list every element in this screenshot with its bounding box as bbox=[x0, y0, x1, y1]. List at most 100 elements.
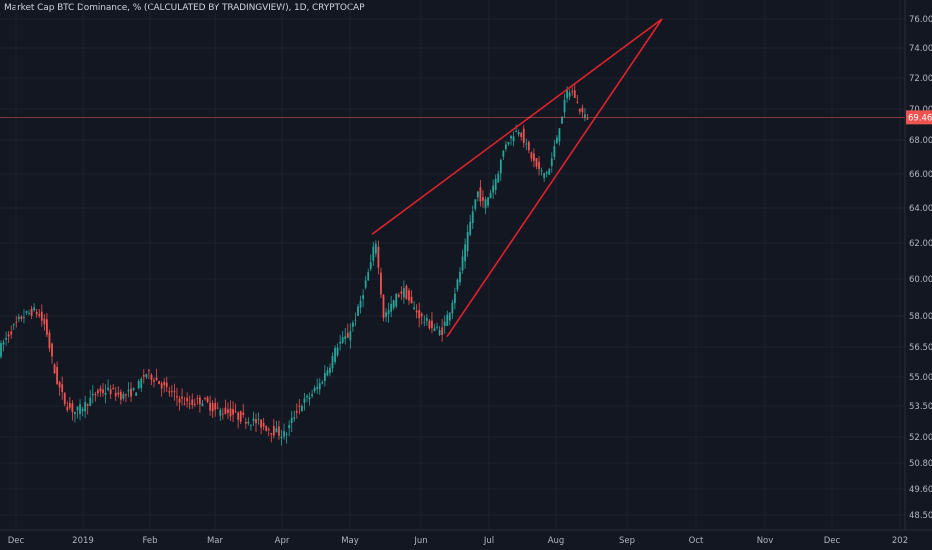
candle-body bbox=[492, 185, 495, 193]
candle-body bbox=[25, 311, 28, 313]
candle-body bbox=[178, 398, 181, 403]
candle-body bbox=[380, 272, 382, 295]
candle-body bbox=[301, 405, 303, 412]
x-tick-label: Apr bbox=[275, 536, 290, 546]
candle-body bbox=[489, 192, 492, 199]
candle-body bbox=[533, 153, 535, 161]
candle-body bbox=[349, 331, 352, 341]
candle-body bbox=[323, 372, 326, 381]
candle-body bbox=[290, 418, 293, 424]
candle-body bbox=[79, 404, 81, 415]
candle-body bbox=[369, 262, 372, 269]
time-axis[interactable]: Dec 2019 Feb Mar Apr May Jun Jul Aug Sep Oct Nov Dec… bbox=[0, 529, 932, 546]
candle-body bbox=[61, 384, 64, 392]
x-tick-label: 2019 bbox=[72, 536, 94, 546]
y-tick-label: 70.00 bbox=[909, 105, 932, 115]
x-tick-label: Oct bbox=[689, 536, 704, 546]
y-tick-label: 74.00 bbox=[909, 44, 932, 54]
candle-body bbox=[293, 417, 296, 419]
candle-body bbox=[160, 383, 163, 389]
candle-body bbox=[163, 381, 166, 386]
candle-body bbox=[209, 402, 211, 411]
candle-body bbox=[454, 293, 456, 304]
candle-body bbox=[436, 326, 438, 328]
candle-body bbox=[556, 137, 558, 144]
candle-body bbox=[357, 306, 359, 316]
y-tick-label: 48.50 bbox=[909, 511, 932, 521]
candle-body bbox=[576, 101, 579, 103]
candle-body bbox=[280, 436, 283, 439]
candle-body bbox=[367, 272, 370, 281]
candle-body bbox=[285, 434, 288, 436]
candle-body bbox=[272, 425, 275, 436]
candle-body bbox=[145, 374, 148, 378]
trendline-lower[interactable] bbox=[446, 18, 663, 338]
candle-body bbox=[510, 135, 512, 139]
candle-body bbox=[387, 310, 390, 315]
candle-body bbox=[250, 424, 252, 426]
candle-body bbox=[385, 312, 387, 317]
candle-body bbox=[196, 397, 199, 399]
candle-body bbox=[7, 334, 10, 337]
candle-body bbox=[89, 397, 92, 406]
candle-body bbox=[571, 91, 574, 93]
candle-body bbox=[321, 382, 324, 384]
candle-body bbox=[515, 131, 517, 132]
candle-body bbox=[334, 347, 336, 362]
candle-body bbox=[112, 388, 115, 389]
candle-body bbox=[487, 197, 489, 206]
candle-body bbox=[153, 380, 155, 382]
candle-body bbox=[239, 411, 242, 422]
candle-body bbox=[530, 152, 533, 159]
candle-body bbox=[275, 428, 278, 433]
candle-body bbox=[173, 391, 176, 393]
candle-body bbox=[84, 401, 87, 412]
candle-body bbox=[229, 408, 232, 417]
candle-body bbox=[221, 413, 224, 415]
candle-body bbox=[265, 426, 268, 431]
candle-body bbox=[484, 199, 487, 209]
candle-body bbox=[176, 396, 178, 398]
candle-body bbox=[405, 285, 408, 300]
candle-body bbox=[461, 256, 464, 271]
candle-body bbox=[374, 243, 377, 254]
candle-body bbox=[522, 128, 525, 143]
x-tick-label: Feb bbox=[142, 536, 157, 546]
candle-body bbox=[165, 382, 168, 387]
last-price-badge bbox=[906, 110, 932, 125]
candle-body bbox=[364, 280, 367, 288]
candle-body bbox=[216, 407, 219, 409]
candle-body bbox=[540, 170, 543, 172]
candle-body bbox=[270, 433, 273, 435]
grid bbox=[0, 0, 905, 530]
candle-body bbox=[362, 295, 364, 299]
candle-body bbox=[76, 406, 79, 411]
price-axis[interactable]: 76.00 74.00 72.00 70.00 68.00 66.00 64.00 62.00… bbox=[904, 0, 932, 530]
y-tick-label: 72.00 bbox=[909, 74, 932, 84]
candle-body bbox=[581, 107, 584, 113]
x-tick-label: Jul bbox=[483, 536, 494, 546]
candle-body bbox=[318, 383, 321, 390]
candle-body bbox=[43, 318, 46, 325]
candle-body bbox=[566, 90, 568, 99]
candle-body bbox=[127, 390, 130, 392]
x-tick-label: Dec bbox=[824, 536, 841, 546]
candle-body bbox=[341, 337, 344, 343]
candle-body bbox=[502, 150, 505, 157]
candle-body bbox=[224, 407, 227, 415]
trendline-upper[interactable] bbox=[371, 18, 663, 235]
candle-body bbox=[306, 395, 308, 398]
candle-body bbox=[17, 316, 20, 319]
candle-body bbox=[94, 394, 97, 396]
candle-body bbox=[469, 221, 472, 235]
candle-body bbox=[543, 172, 546, 178]
candle-body bbox=[104, 392, 107, 395]
candle-body bbox=[390, 304, 393, 312]
candle-body bbox=[130, 388, 132, 397]
candle-body bbox=[66, 406, 69, 411]
candle-body bbox=[86, 404, 89, 406]
candle-body bbox=[400, 291, 403, 294]
candle-body bbox=[260, 419, 262, 428]
candle-body bbox=[5, 337, 7, 340]
